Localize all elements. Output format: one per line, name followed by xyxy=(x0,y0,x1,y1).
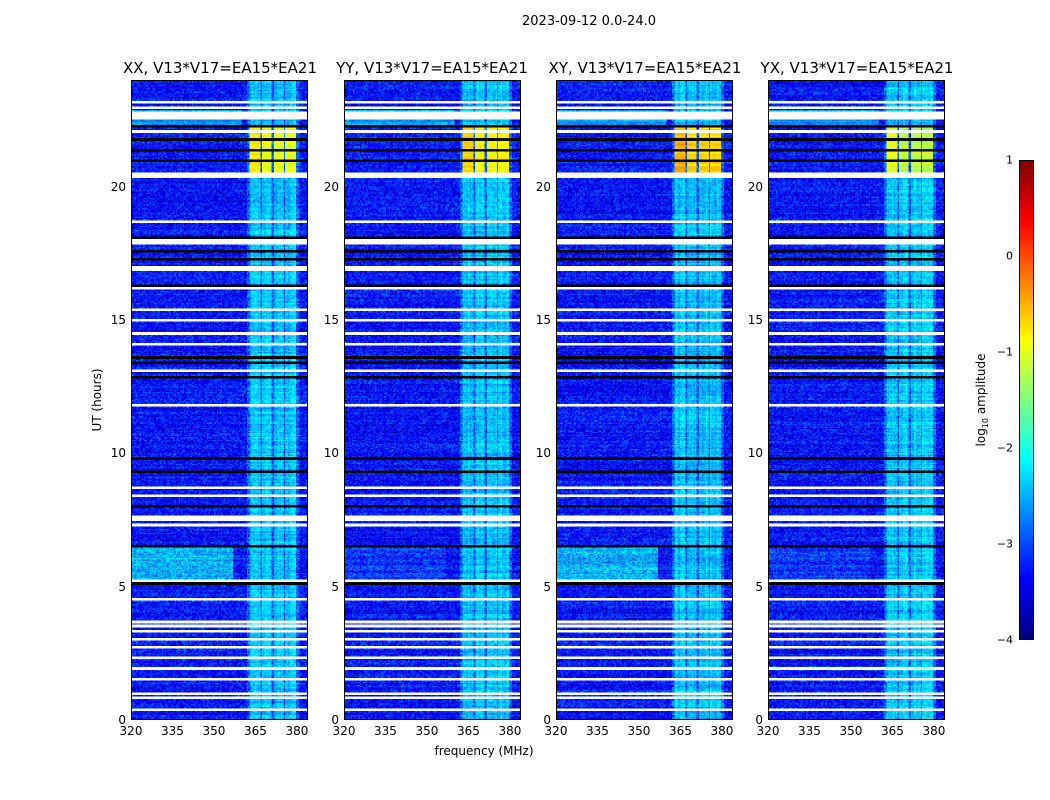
x-tick-label: 335 xyxy=(161,724,184,738)
x-tick-label: 350 xyxy=(627,724,651,738)
heatmap-yy xyxy=(344,80,521,720)
y-tick-label: 5 xyxy=(331,579,339,594)
colorbar-tick-label: 1 xyxy=(1006,153,1013,167)
x-tick-label: 320 xyxy=(332,724,356,738)
x-tick-label: 320 xyxy=(756,724,780,738)
y-tick-label: 0 xyxy=(755,713,763,727)
x-tick-label: 335 xyxy=(798,724,821,738)
colorbar-tick-label: −3 xyxy=(996,537,1013,551)
colorbar-label: log10 amplitude xyxy=(974,354,990,447)
y-tick-label: 15 xyxy=(535,313,551,327)
x-axis-label: frequency (MHz) xyxy=(434,744,534,758)
colorbar-tick-label: −1 xyxy=(996,345,1013,359)
x-tick-label: 350 xyxy=(202,724,226,738)
panel-title-yy: YY, V13*V17=EA15*EA21 xyxy=(336,59,528,77)
y-tick-label: 20 xyxy=(747,179,763,194)
x-tick-label: 320 xyxy=(544,724,568,738)
colorbar xyxy=(1019,160,1034,640)
y-tick-label: 20 xyxy=(110,179,126,194)
panel-title-xy: XY, V13*V17=EA15*EA21 xyxy=(548,59,742,77)
x-tick-label: 365 xyxy=(244,724,267,738)
y-tick-label: 0 xyxy=(543,713,551,727)
colorbar-label-rest: amplitude xyxy=(973,353,988,418)
y-tick-label: 15 xyxy=(110,313,126,327)
y-tick-label: 10 xyxy=(535,446,551,461)
colorbar-tick-label: −2 xyxy=(996,441,1013,455)
heatmap-xy xyxy=(556,80,733,720)
y-tick-label: 5 xyxy=(118,579,126,594)
x-tick-label: 335 xyxy=(374,724,397,738)
x-tick-label: 365 xyxy=(881,724,904,738)
x-tick-label: 350 xyxy=(839,724,863,738)
x-tick-label: 365 xyxy=(669,724,692,738)
x-tick-label: 380 xyxy=(285,724,309,738)
y-tick-label: 20 xyxy=(323,179,339,194)
y-tick-label: 20 xyxy=(535,179,551,194)
colorbar-label-log: log xyxy=(973,428,988,447)
colorbar-label-sub: 10 xyxy=(981,417,991,429)
y-tick-label: 5 xyxy=(755,579,763,594)
y-tick-label: 10 xyxy=(747,446,763,461)
y-tick-label: 5 xyxy=(543,579,551,594)
y-tick-label: 0 xyxy=(331,713,339,727)
x-tick-label: 350 xyxy=(415,724,439,738)
panel-title-xx: XX, V13*V17=EA15*EA21 xyxy=(122,59,318,77)
y-tick-label: 10 xyxy=(323,446,339,461)
y-axis-label: UT (hours) xyxy=(90,368,104,432)
x-tick-label: 380 xyxy=(922,724,946,738)
x-tick-label: 320 xyxy=(119,724,143,738)
figure-title: 2023-09-12 0.0-24.0 xyxy=(522,14,656,29)
x-tick-label: 365 xyxy=(457,724,480,738)
y-tick-label: 10 xyxy=(110,446,126,461)
y-tick-label: 15 xyxy=(747,313,763,327)
colorbar-tick-label: −4 xyxy=(996,633,1013,647)
x-tick-label: 380 xyxy=(498,724,522,738)
heatmap-yx xyxy=(768,80,945,720)
colorbar-tick-label: 0 xyxy=(1006,249,1013,263)
y-tick-label: 15 xyxy=(323,313,339,327)
y-tick-label: 0 xyxy=(118,713,126,727)
heatmap-xx xyxy=(131,80,308,720)
x-tick-label: 380 xyxy=(710,724,734,738)
panel-title-yx: YX, V13*V17=EA15*EA21 xyxy=(760,59,954,77)
x-tick-label: 335 xyxy=(586,724,609,738)
